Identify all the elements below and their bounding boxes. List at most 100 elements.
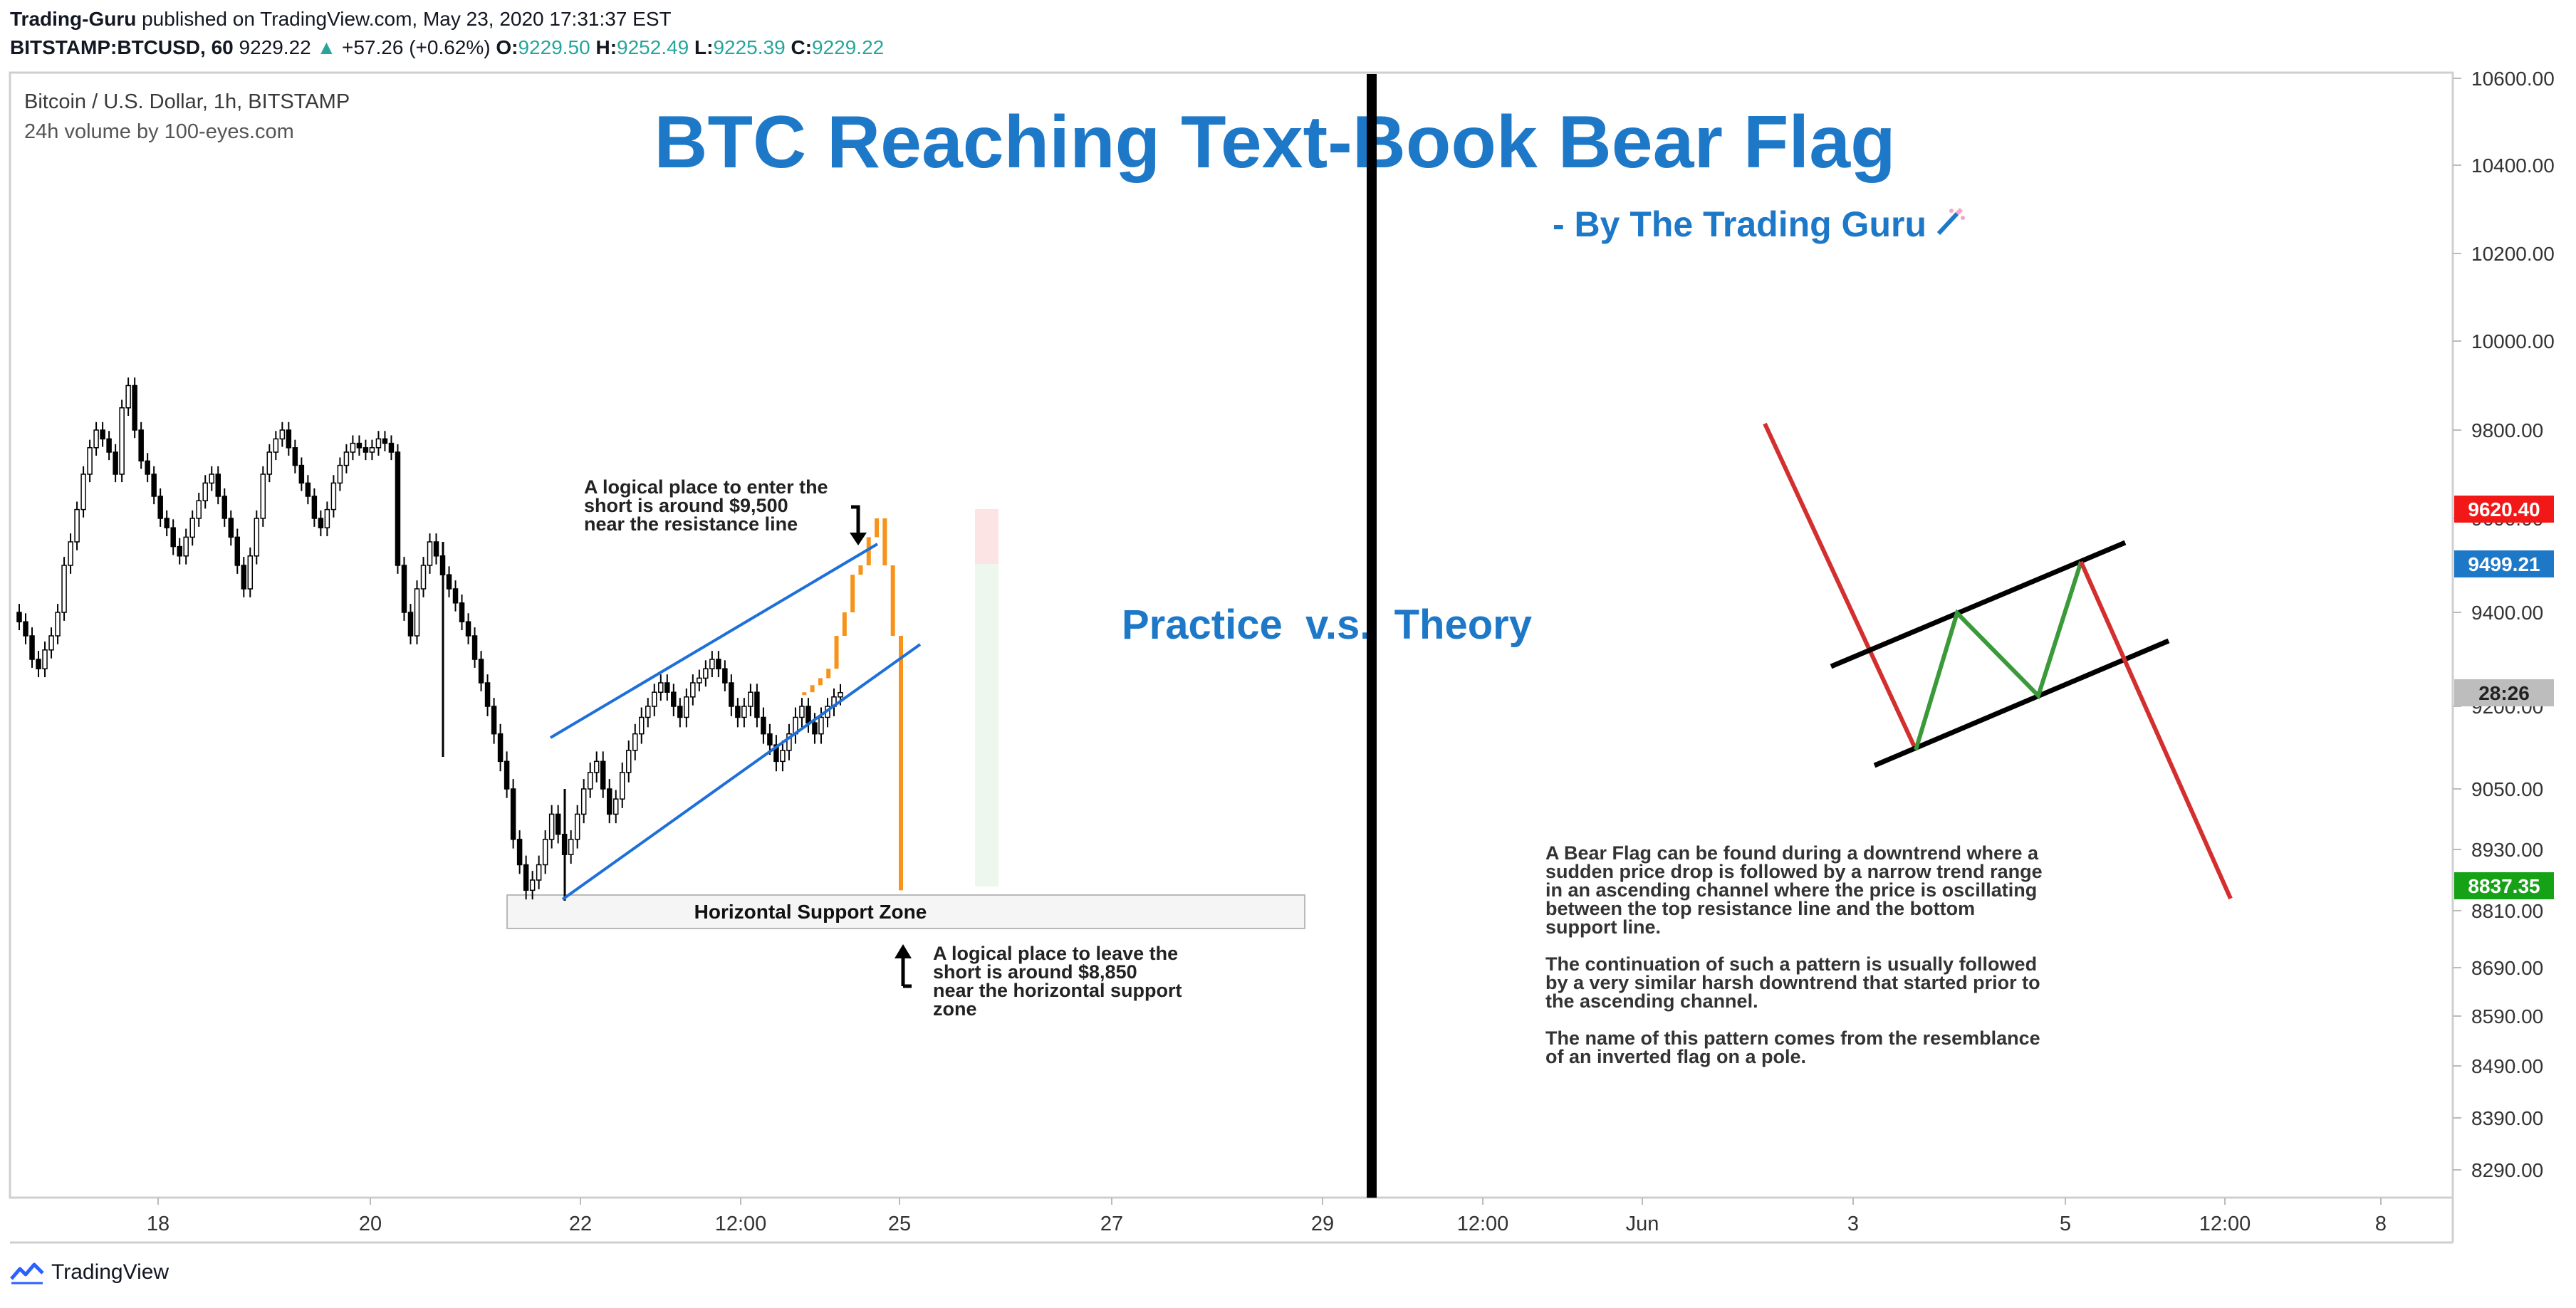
candle-body (446, 574, 452, 590)
candle-body (735, 706, 741, 718)
candle-body (754, 691, 760, 718)
candle-body (363, 447, 369, 453)
candle-body (68, 541, 73, 566)
description-line: The name of this pattern comes from the … (1545, 1027, 2040, 1049)
candle-body (761, 716, 766, 735)
candle-body (697, 677, 702, 684)
candle-body (716, 659, 721, 669)
candle-body (741, 706, 747, 718)
candle-body (420, 565, 427, 590)
time-tick-label: 8 (2375, 1213, 2387, 1235)
candle-body (61, 565, 67, 613)
candle-body (484, 682, 491, 707)
candle-body (812, 722, 818, 735)
time-tick-label: 5 (2060, 1213, 2071, 1235)
candle-body (529, 879, 536, 891)
candle-body (106, 438, 112, 453)
candle-body (427, 541, 433, 566)
projection-bar (802, 692, 807, 696)
candle-body (497, 733, 504, 763)
candle-body (606, 788, 612, 815)
legend-pair: Bitcoin / U.S. Dollar, 1h, BITSTAMP (24, 90, 350, 113)
projection-bar (826, 669, 831, 679)
time-tick-label: 27 (1100, 1213, 1123, 1235)
exit-note-line: A logical place to leave the (933, 943, 1178, 964)
candle-body (677, 706, 683, 718)
candle-body (189, 518, 195, 538)
description-line: support line. (1545, 916, 1661, 938)
candle-body (93, 429, 99, 449)
close-value: 9229.22 (812, 36, 885, 58)
tradingview-brand-name: TradingView (51, 1260, 170, 1284)
price-tick-label: 9400.00 (2471, 602, 2543, 624)
channel-support-line[interactable] (561, 643, 922, 901)
time-tick-label: 12:00 (2199, 1213, 2251, 1235)
candle-body (100, 429, 105, 440)
price-tag: 28:26 (2454, 679, 2554, 706)
legend-indicator[interactable]: 24h volume by 100-eyes.com (24, 120, 294, 143)
candle-body (722, 668, 728, 684)
author-name[interactable]: Trading-Guru (10, 8, 137, 30)
tradingview-branding[interactable]: TradingView (10, 1260, 169, 1285)
candle-body (536, 864, 542, 881)
price-tick-label: 9050.00 (2471, 778, 2543, 800)
exit-note: A logical place to leave the short is ar… (933, 943, 1182, 1020)
symbol-label: BITSTAMP:BTCUSD, 60 (10, 36, 234, 58)
price-tags: 9620.40 9499.21 28:26 8837.35 (2454, 496, 2554, 899)
candle-body (119, 407, 125, 475)
candle-body (369, 447, 375, 453)
stop-zone[interactable] (975, 509, 998, 564)
candle-body (395, 451, 401, 566)
projection-bar (866, 537, 871, 565)
flag-pole-bottom-line (2079, 560, 2233, 900)
projection-bar (890, 565, 895, 636)
candle-body (151, 474, 157, 497)
candle-body (318, 518, 324, 528)
description-line: sudden price drop is followed by a narro… (1545, 861, 2043, 882)
time-axis[interactable]: 18 20 22 12:00 25 27 29 12:00 Jun 3 5 12:00 8 (147, 1198, 2387, 1235)
candle-body (292, 447, 298, 466)
support-zone-box[interactable] (506, 894, 1305, 929)
candle-body (729, 682, 734, 707)
byline: - By The Trading Guru (1553, 204, 1926, 244)
support-zone-label: Horizontal Support Zone (694, 901, 927, 923)
exit-arrow-icon (895, 944, 912, 988)
price-tick-label: 9800.00 (2471, 419, 2543, 441)
projection-bar (818, 678, 823, 686)
candle-body (29, 635, 35, 660)
candle-body (228, 518, 234, 538)
entry-note-line: near the resistance line (584, 513, 798, 535)
price-tick-label: 8490.00 (2471, 1055, 2543, 1077)
target-zone[interactable] (975, 564, 998, 886)
practice-vs-theory-label: Practice v.s. Theory (1122, 602, 1532, 648)
candle-body (183, 536, 189, 557)
price-tick-label: 10000.00 (2471, 330, 2555, 352)
change-text: +57.26 (+0.62%) (342, 36, 491, 58)
candle-body (382, 438, 388, 444)
candle-body (587, 772, 593, 790)
candle-body (632, 733, 638, 751)
candle-body (568, 839, 574, 855)
candle-body (157, 496, 163, 519)
tradingview-logo-icon (10, 1262, 44, 1285)
entry-arrow-icon (850, 505, 867, 545)
candle-body (241, 565, 247, 590)
exit-note-line: zone (933, 998, 977, 1020)
channel-resistance-line[interactable] (549, 543, 879, 739)
close-label: C: (791, 36, 813, 58)
candle-body (16, 612, 22, 622)
published-text: published on TradingView.com, May 23, 20… (142, 8, 672, 30)
description-line: in an ascending channel where the price … (1545, 879, 2037, 901)
candle-body (690, 682, 696, 698)
price-axis[interactable]: 10600.00 10400.00 10200.00 10000.00 9800.00 9… (2453, 68, 2555, 1181)
candle-body (799, 706, 805, 718)
candle-body (209, 474, 214, 484)
change-up-icon: ▲ (316, 36, 337, 58)
candle-body (273, 438, 279, 453)
projection-bar (875, 518, 880, 538)
candle-body (286, 429, 292, 449)
candle-body (703, 668, 709, 679)
candle-body (805, 706, 811, 723)
candle-body (388, 442, 395, 453)
